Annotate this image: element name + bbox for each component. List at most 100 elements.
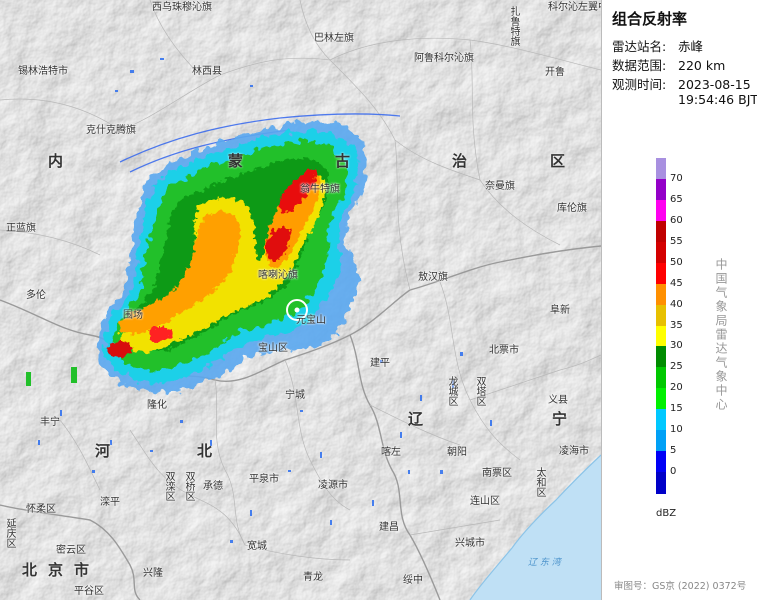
range-value: 220 km — [678, 58, 726, 73]
legend-tick-label: 10 — [670, 424, 683, 436]
place-label: 翁牛特旗 — [300, 184, 340, 195]
legend-swatch — [656, 262, 666, 285]
legend-tick-label: 15 — [670, 403, 683, 415]
place-label: 平泉市 — [249, 474, 279, 485]
province-label: 治 — [452, 152, 468, 170]
legend-tick-label: 55 — [670, 235, 683, 247]
legend-tick-label: 25 — [670, 361, 683, 373]
place-label: 双塔区 — [474, 376, 485, 406]
place-label: 西乌珠穆沁旗 — [152, 2, 212, 13]
place-label: 义县 — [548, 395, 568, 406]
province-label: 区 — [550, 152, 566, 170]
place-label: 怀柔区 — [26, 504, 56, 515]
legend-tick-label: 40 — [670, 298, 683, 310]
place-label: 凌海市 — [559, 446, 589, 457]
legend-swatch — [656, 241, 666, 264]
time-date: 2023-08-15 — [678, 77, 751, 92]
place-label: 双滦区 — [163, 471, 174, 501]
radar-echo — [26, 58, 492, 543]
place-label: 承德 — [203, 481, 223, 492]
legend-swatch — [656, 304, 666, 326]
legend-swatch — [656, 325, 666, 347]
province-label: 河 — [95, 442, 111, 460]
place-label: 库伦旗 — [557, 203, 587, 214]
legend-swatch — [656, 158, 666, 180]
place-label: 平谷区 — [74, 586, 104, 597]
province-label: 京 — [48, 561, 64, 579]
legend-tick-label: 65 — [670, 193, 683, 205]
legend-swatch — [656, 178, 666, 201]
sea-area — [470, 455, 601, 600]
legend-tick-label: 5 — [670, 445, 677, 457]
place-label: 敖汉旗 — [418, 272, 448, 283]
legend-tick-label: 30 — [670, 340, 683, 352]
place-label: 连山区 — [470, 496, 500, 507]
station-label: 雷达站名: — [612, 39, 667, 54]
range-row: 数据范围: 220 km — [612, 55, 725, 74]
place-label: 宝山区 — [258, 343, 288, 354]
legend-swatch — [656, 220, 666, 243]
place-label: 克什克腾旗 — [86, 125, 136, 136]
place-label: 兴隆 — [143, 568, 163, 579]
sea-label: 辽 东 湾 — [528, 558, 561, 568]
place-label: 南票区 — [482, 468, 512, 479]
legend-swatch — [656, 199, 666, 222]
time-row: 观测时间: 2023-08-15 — [612, 74, 751, 93]
station-row: 雷达站名: 赤峰 — [612, 36, 703, 55]
place-label: 滦平 — [100, 497, 120, 508]
legend-swatch — [656, 451, 666, 473]
place-label: 喀喇沁旗 — [258, 270, 298, 281]
place-label: 丰宁 — [40, 417, 60, 428]
approval-number: 审图号：GS京 (2022) 0372号 — [614, 581, 747, 592]
place-label: 元宝山 — [296, 315, 326, 326]
legend-tick-label: 20 — [670, 382, 683, 394]
place-label: 锡林浩特市 — [18, 66, 68, 77]
legend-tick-label: 60 — [670, 214, 683, 226]
place-label: 密云区 — [56, 545, 86, 556]
legend-tick-label: 50 — [670, 256, 683, 268]
range-label: 数据范围: — [612, 58, 667, 73]
place-label: 绥中 — [403, 575, 423, 586]
place-label: 建平 — [370, 358, 390, 369]
province-label: 内 — [48, 152, 64, 170]
place-label: 科尔沁左翼中旗 — [548, 2, 601, 13]
province-label: 辽 — [408, 410, 424, 428]
legend-swatch — [656, 367, 666, 389]
legend-tick-label: 0 — [670, 466, 677, 478]
time-clock: 19:54:46 BJT — [678, 92, 757, 107]
province-label: 古 — [335, 152, 351, 170]
place-label: 开鲁 — [545, 67, 565, 78]
province-label: 蒙 — [228, 152, 244, 170]
place-label: 多伦 — [26, 290, 46, 301]
time-label: 观测时间: — [612, 77, 667, 92]
legend-tick-label: 45 — [670, 277, 683, 289]
place-label: 宽城 — [247, 541, 267, 552]
map-canvas — [0, 0, 601, 600]
station-value: 赤峰 — [678, 39, 704, 54]
panel-title: 组合反射率 — [612, 10, 688, 28]
place-label: 北票市 — [489, 345, 519, 356]
legend-swatch — [656, 430, 666, 452]
legend-swatch — [656, 409, 666, 431]
place-label: 喀左 — [381, 447, 401, 458]
place-label: 延庆区 — [4, 518, 15, 548]
legend-tick-label: 35 — [670, 319, 683, 331]
legend-tick-label: 70 — [670, 172, 683, 184]
province-label: 宁 — [552, 410, 568, 428]
province-label: 北 — [197, 442, 213, 460]
place-label: 兴城市 — [455, 538, 485, 549]
place-label: 正蓝旗 — [6, 223, 36, 234]
place-label: 太和区 — [534, 467, 545, 497]
place-label: 奈曼旗 — [485, 181, 515, 192]
place-label: 围场 — [123, 310, 143, 321]
place-label: 巴林左旗 — [314, 33, 354, 44]
place-label: 隆化 — [147, 400, 167, 411]
legend-swatch — [656, 472, 666, 494]
legend-swatch — [656, 346, 666, 368]
place-label: 林西县 — [192, 66, 222, 77]
info-panel: 组合反射率 雷达站名: 赤峰 数据范围: 220 km 观测时间: 2023-08-1… — [601, 0, 757, 600]
legend-unit: dBZ — [656, 508, 677, 519]
county-borders — [0, 0, 601, 561]
place-label: 龙城区 — [446, 376, 457, 406]
